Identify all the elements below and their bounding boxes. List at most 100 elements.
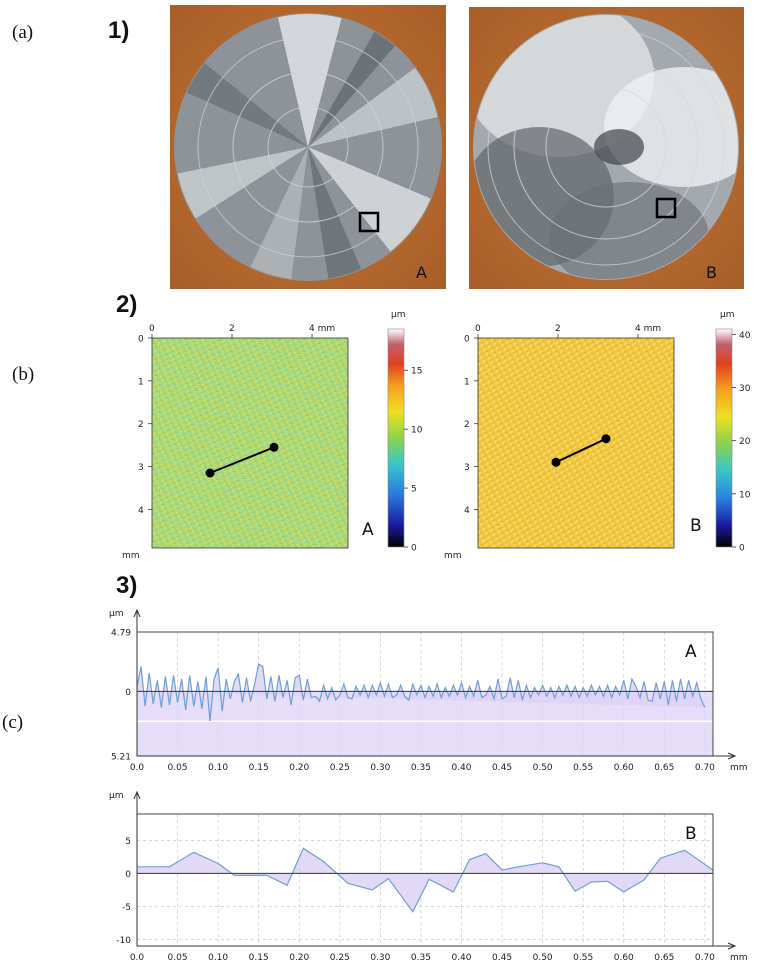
colorbar-tick-label: 0 <box>411 544 417 554</box>
groove-ring <box>197 36 419 258</box>
x-tick-label: 0.10 <box>208 763 228 773</box>
x-tick-label: 0.65 <box>654 953 674 963</box>
colorbar-tick-label: 10 <box>411 426 423 436</box>
y-axis-arrow <box>133 608 141 618</box>
y-tick-label: 3 <box>138 463 144 473</box>
x-tick-label: 0.55 <box>573 763 593 773</box>
y-tick-label: 2 <box>138 420 144 430</box>
groove-ring <box>513 54 699 240</box>
colorbar-unit: µm <box>391 310 406 320</box>
x-unit-label: mm <box>730 763 748 773</box>
height-map-b: 0 2 4 mm 0 1 2 3 4 B mm µm 0 10 20 30 40 <box>444 310 751 561</box>
height-map-a: 0 2 4 mm 0 1 2 3 4 A mm µm 0 5 10 15 <box>122 310 423 561</box>
series-label: A <box>685 642 697 662</box>
x-tick-label: 0.50 <box>533 953 553 963</box>
x-tick-label: 0.55 <box>573 953 593 963</box>
x-tick-label: 0.40 <box>451 953 471 963</box>
x-tick-label: 0.20 <box>289 763 309 773</box>
x-tick-label: 0 <box>475 324 481 334</box>
x-tick-label: 0.0 <box>130 763 145 773</box>
height-map-image <box>477 337 675 549</box>
x-tick-label: 0.10 <box>208 953 228 963</box>
x-tick-label: 0.05 <box>168 953 188 963</box>
y-tick-label: 0 <box>125 870 131 880</box>
x-tick-label: 2 <box>555 324 561 334</box>
x-tick-label: 0.15 <box>249 953 269 963</box>
y-unit-label: µm <box>109 609 124 619</box>
disc-photo-a: A <box>170 5 446 289</box>
colorbar <box>715 328 733 548</box>
x-tick-label: 0.45 <box>492 953 512 963</box>
y-tick-label: 0 <box>138 335 144 345</box>
x-tick-label: 4 mm <box>635 324 661 334</box>
y-tick-label: 5 <box>125 837 131 847</box>
x-tick-label: 0.45 <box>492 763 512 773</box>
colorbar-tick-label: 0 <box>739 544 745 554</box>
y-tick-label: 2 <box>464 420 470 430</box>
panel-label-a: (a) <box>12 22 34 43</box>
map-corner-unit: mm <box>444 551 462 561</box>
x-tick-label: 0.60 <box>614 953 634 963</box>
x-tick-label: 0.25 <box>330 763 350 773</box>
height-map-image <box>151 337 349 549</box>
x-tick-label: 0.05 <box>168 763 188 773</box>
colorbar-tick-label: 5 <box>411 485 417 495</box>
profile-line <box>137 847 714 913</box>
x-axis-arrow <box>727 942 737 950</box>
x-tick-label: 0.15 <box>249 763 269 773</box>
y-tick-label: 1 <box>464 377 470 387</box>
photo-label: A <box>416 263 427 282</box>
photo-label: B <box>706 263 717 282</box>
map-label: B <box>690 516 702 536</box>
x-tick-label: 0.35 <box>411 953 431 963</box>
y-axis-arrow <box>133 790 141 800</box>
segment-endpoint <box>601 434 611 444</box>
x-tick-label: 0.30 <box>370 953 390 963</box>
y-tick-label: 5.21 <box>111 753 131 763</box>
groove-ring <box>487 28 725 266</box>
groove-ring <box>267 106 349 188</box>
groove-ring <box>545 86 667 208</box>
y-tick-label: 1 <box>138 377 144 387</box>
colorbar-tick-label: 40 <box>739 331 751 341</box>
x-tick-label: 0.70 <box>695 953 715 963</box>
panel-label-b: (b) <box>12 364 35 385</box>
y-tick-label: 0 <box>464 335 470 345</box>
y-tick-label: 3 <box>464 463 470 473</box>
measurement-area-box <box>358 211 380 233</box>
y-unit-label: µm <box>109 791 124 801</box>
x-tick-label: 0.50 <box>533 763 553 773</box>
x-tick-label: 0.35 <box>411 763 431 773</box>
x-tick-label: 2 <box>229 324 235 334</box>
colorbar-tick-label: 15 <box>411 367 422 377</box>
x-tick-label: 0 <box>149 324 155 334</box>
x-tick-label: 0.25 <box>330 953 350 963</box>
map-corner-unit: mm <box>122 551 140 561</box>
segment-endpoint <box>551 457 561 467</box>
y-tick-label: -5 <box>122 903 131 913</box>
section-number-3: 3) <box>116 572 138 599</box>
profile-line <box>136 663 706 722</box>
y-tick-label: 0 <box>125 688 131 698</box>
y-tick-label: 4 <box>464 506 470 516</box>
measurement-area-box <box>655 197 677 219</box>
groove-ring <box>232 71 384 223</box>
profile-area <box>137 848 713 912</box>
map-label: A <box>362 520 374 540</box>
series-label: B <box>685 824 697 844</box>
colorbar-unit: µm <box>720 310 735 320</box>
colorbar-tick-label: 20 <box>739 437 751 447</box>
x-tick-label: 0.60 <box>614 763 634 773</box>
x-tick-label: 0.65 <box>654 763 674 773</box>
profile-segment <box>555 437 607 464</box>
colorbar <box>387 328 405 548</box>
panel-label-c: (c) <box>2 712 24 733</box>
x-tick-label: 0.20 <box>289 953 309 963</box>
x-tick-label: 0.0 <box>130 953 145 963</box>
profile-chart-a: µm 4.79 0 5.210.0 0.05 0.10 0.15 0.20 0.25 0.30 0.… <box>109 608 748 773</box>
y-tick-label: 4 <box>138 506 144 516</box>
segment-endpoint <box>269 442 279 452</box>
y-tick-label: 4.79 <box>111 629 131 639</box>
x-tick-label: 0.70 <box>695 763 715 773</box>
segment-endpoint <box>205 468 215 478</box>
